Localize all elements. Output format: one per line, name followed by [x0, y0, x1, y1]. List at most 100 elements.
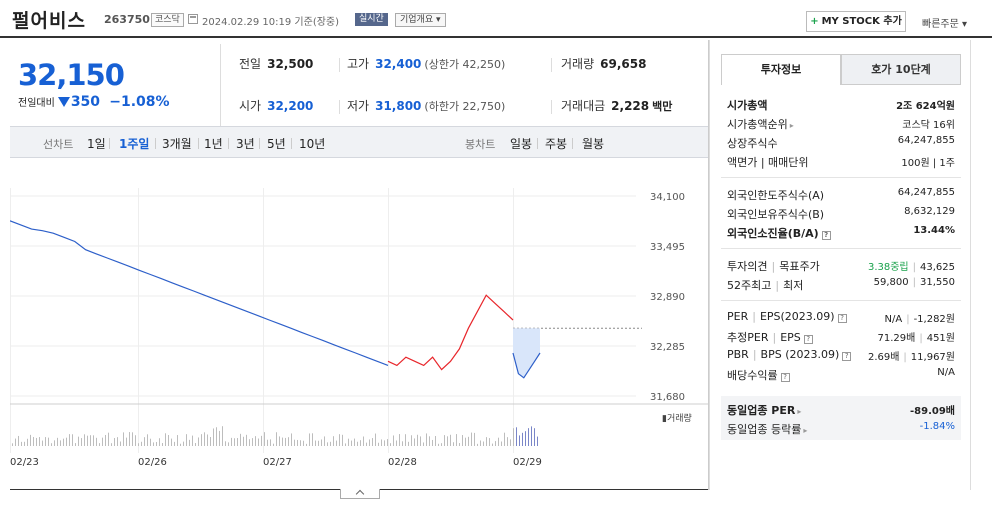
volume-bar — [243, 436, 244, 446]
peer-rate-row: 동일업종 등락률 ▸ -1.84% — [727, 421, 955, 436]
chart-period-bar: 선차트 1일 1주일 3개월 1년 3년 5년 10년 봉차트 일봉 주봉 월봉 — [10, 126, 708, 158]
volume-bar — [513, 428, 514, 446]
volume-bar — [63, 438, 64, 446]
trade-amount: 거래대금 2,228 백만 — [561, 99, 673, 113]
opinion-row: 투자의견 | 목표주가 3.38중립 | 43,625 — [727, 260, 955, 273]
volume-bar — [12, 443, 13, 446]
volume-bar — [495, 441, 496, 446]
volume-bar — [222, 426, 223, 446]
est-per-row: 추정PER | EPS? 71.29배 | 451원 — [727, 331, 955, 344]
divider — [551, 58, 552, 72]
listed-shares-row: 상장주식수 64,247,855 — [727, 135, 955, 150]
volume-bar — [453, 442, 454, 446]
period-3y[interactable]: 3년 — [236, 137, 255, 151]
volume-bar — [270, 439, 271, 446]
prev-close: 전일 32,500 — [239, 57, 314, 71]
volume-bar — [90, 435, 91, 446]
market-cap-row: 시가총액 2조 624억원 — [727, 99, 955, 112]
volume-bar — [369, 439, 370, 446]
volume-bar — [117, 437, 118, 446]
x-tick-label: 02/27 — [263, 457, 292, 468]
volume-bar — [489, 438, 490, 446]
candle-monthly[interactable]: 월봉 — [582, 137, 605, 151]
volume-bar — [462, 435, 463, 446]
volume-bar — [456, 434, 457, 446]
volume-bar — [291, 433, 292, 446]
tab-order-book[interactable]: 호가 10단계 — [841, 54, 961, 85]
volume-bar — [78, 436, 79, 446]
volume-bar — [444, 435, 445, 446]
company-overview-dropdown[interactable]: 기업개요 ▾ — [395, 13, 446, 27]
period-10y[interactable]: 10년 — [299, 137, 326, 151]
open-price: 시가 32,200 — [239, 99, 314, 113]
period-1y[interactable]: 1년 — [204, 137, 223, 151]
volume-bar — [105, 434, 106, 446]
period-1d[interactable]: 1일 — [87, 137, 106, 151]
volume-bar — [327, 442, 328, 446]
volume-bar — [174, 441, 175, 446]
period-1w[interactable]: 1주일 — [119, 137, 150, 151]
volume-bar — [528, 428, 529, 446]
volume-bar — [324, 436, 325, 446]
volume-bar — [303, 440, 304, 446]
volume-bar — [252, 438, 253, 446]
volume-bar — [66, 437, 67, 446]
period-3m[interactable]: 3개월 — [162, 137, 192, 151]
volume-bar — [309, 433, 310, 446]
volume-bar — [426, 433, 427, 446]
x-tick-label: 02/26 — [138, 457, 167, 468]
price-chart-svg[interactable]: 34,100 33,495 32,890 32,285 31,680 ▮거래량 02/23 0… — [9, 158, 708, 488]
volume-bar — [120, 441, 121, 446]
volume-bar — [57, 437, 58, 446]
my-stock-add-button[interactable]: + MY STOCK 추가 — [806, 11, 906, 32]
volume-bar — [186, 434, 187, 446]
volume-bar — [387, 439, 388, 446]
volume-bar — [405, 434, 406, 446]
volume-bar — [48, 437, 49, 446]
volume-bar — [396, 440, 397, 446]
volume-bar — [438, 443, 439, 446]
volume-bar — [501, 441, 502, 446]
calendar-icon — [188, 14, 198, 24]
candle-chart-label: 봉차트 — [465, 138, 496, 151]
candle-daily[interactable]: 일봉 — [510, 137, 533, 151]
tab-investment-info[interactable]: 투자정보 — [721, 54, 841, 85]
volume-bar — [414, 438, 415, 446]
price-chart[interactable]: 34,100 33,495 32,890 32,285 31,680 ▮거래량 02/23 0… — [9, 158, 708, 488]
volume-bar — [411, 435, 412, 446]
volume-bar — [219, 430, 220, 446]
realtime-badge[interactable]: 실시간 — [355, 13, 388, 26]
period-5y[interactable]: 5년 — [267, 137, 286, 151]
volume-bar — [246, 434, 247, 446]
divider — [339, 100, 340, 114]
volume-bar — [423, 442, 424, 446]
volume-bar — [21, 441, 22, 446]
pbr-bps-row: PBR | BPS (2023.09)? 2.69배 | 11,967원 — [727, 348, 955, 363]
volume-bar — [30, 434, 31, 446]
volume-bar — [486, 437, 487, 446]
volume-bar — [465, 437, 466, 446]
volume-bar — [177, 435, 178, 446]
volume-bar — [201, 434, 202, 446]
volume-bar — [321, 439, 322, 446]
volume-bar — [378, 442, 379, 446]
par-value-row: 액면가 | 매매단위 100원 | 1주 — [727, 156, 955, 169]
volume-bar — [24, 441, 25, 446]
volume-bar — [96, 437, 97, 446]
x-tick-label: 02/28 — [388, 457, 417, 468]
volume-bar — [330, 441, 331, 446]
info-icon: ? — [821, 231, 831, 240]
down-triangle-icon — [57, 97, 70, 107]
quick-order-dropdown[interactable]: 빠른주문 ▾ — [922, 19, 967, 30]
volume-bar — [357, 441, 358, 446]
volume-bar — [207, 434, 208, 446]
volume-bar — [138, 443, 139, 446]
volume-bar — [360, 440, 361, 446]
volume-bar — [153, 442, 154, 446]
volume-bar — [510, 439, 511, 446]
chart-collapse-button[interactable] — [340, 489, 380, 499]
volume-bar — [258, 438, 259, 446]
candle-weekly[interactable]: 주봉 — [545, 137, 568, 151]
line-chart-label: 선차트 — [43, 138, 74, 151]
info-icon: ? — [780, 373, 790, 382]
